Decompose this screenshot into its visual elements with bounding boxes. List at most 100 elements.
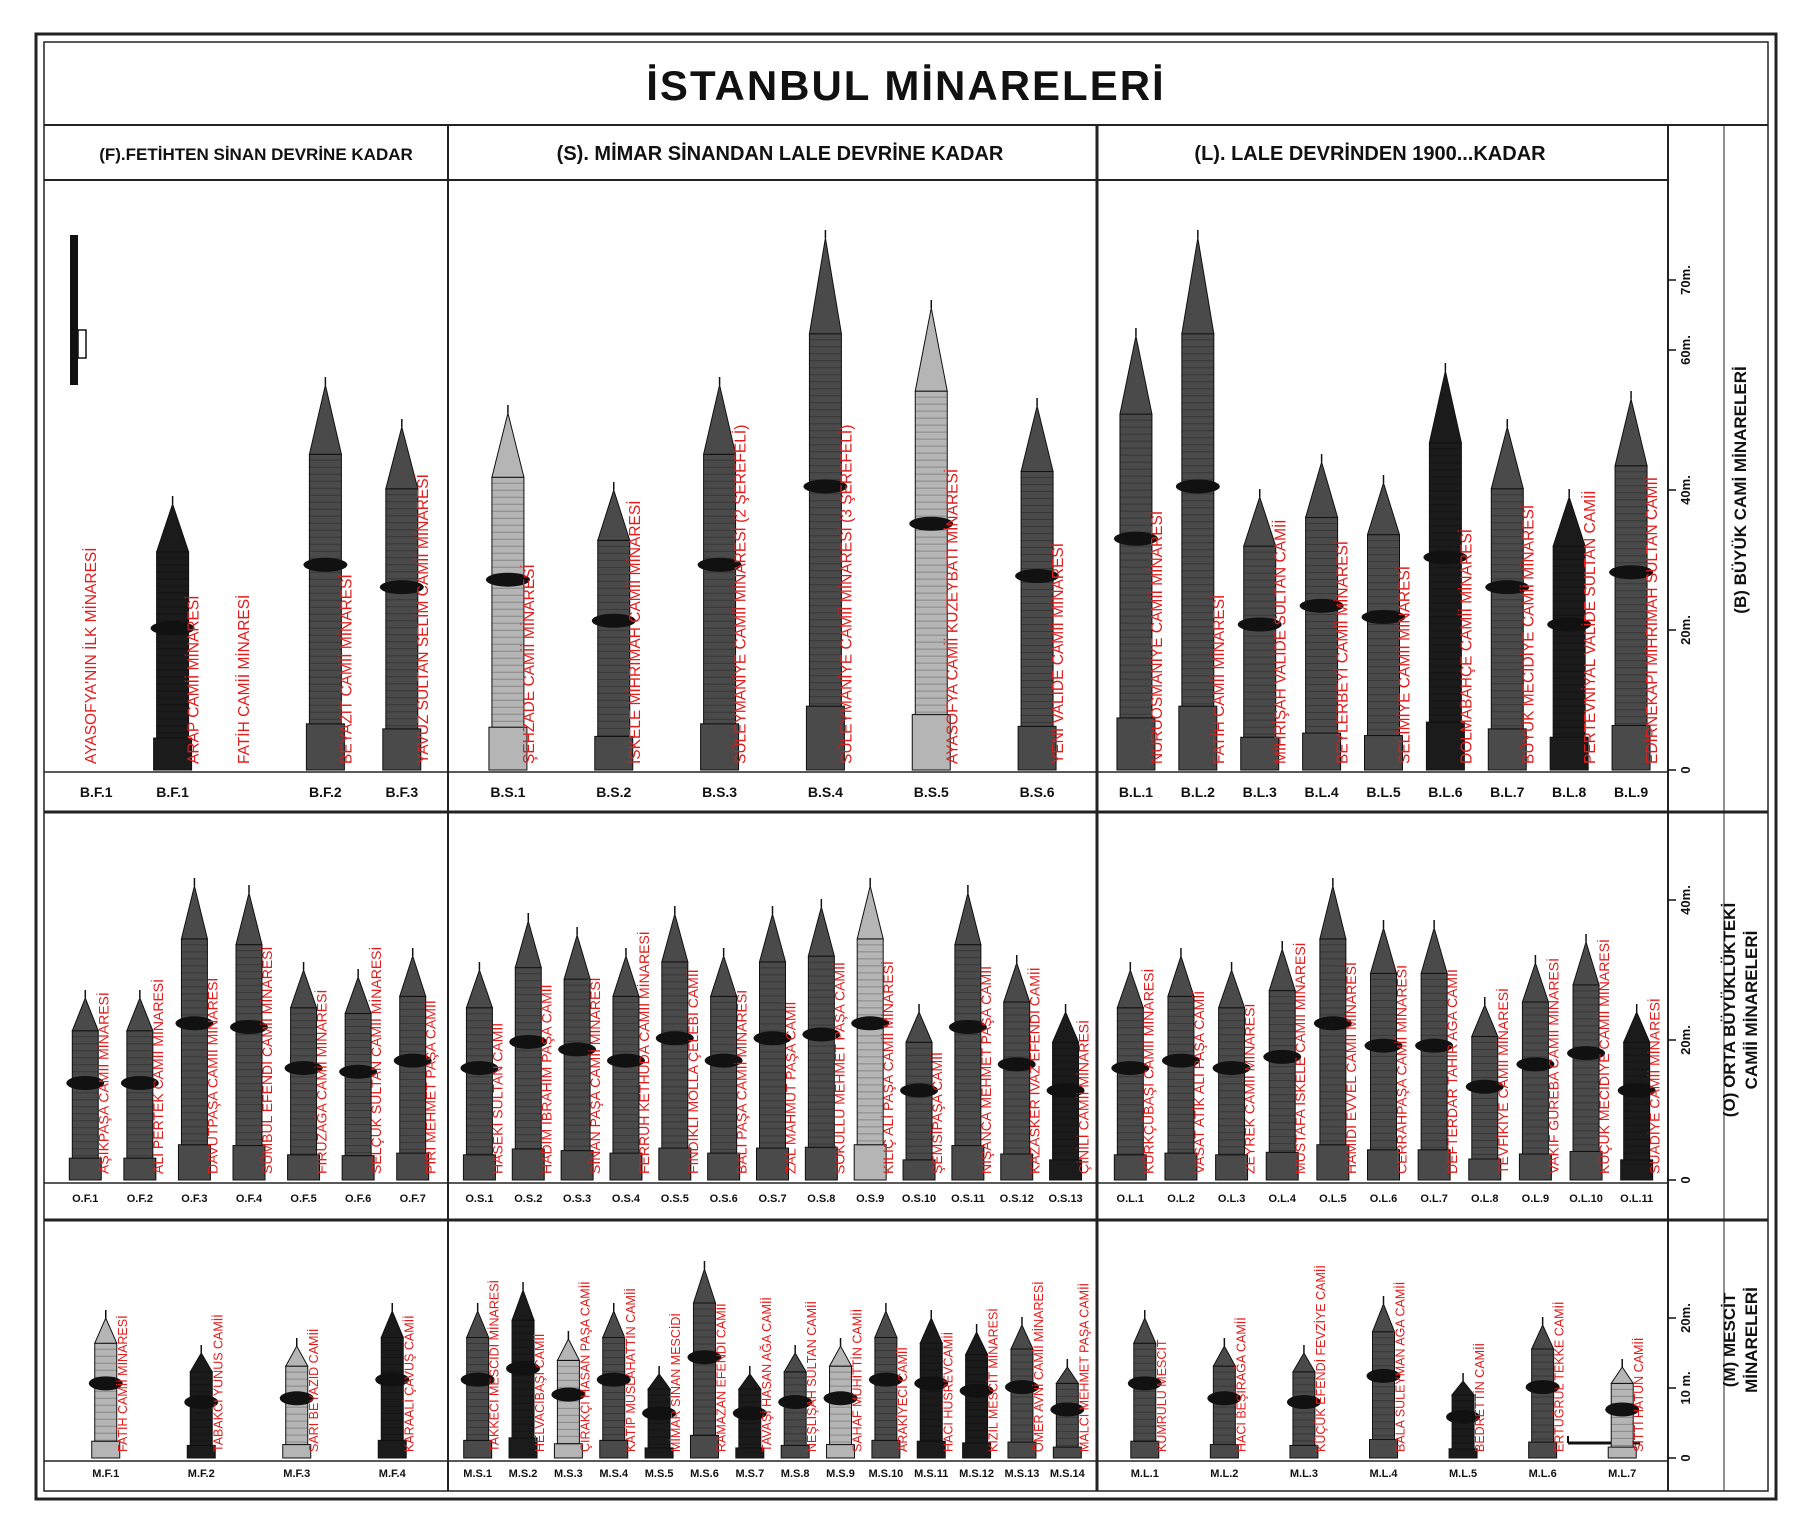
minaret-name: MUSTAFA İSKELE CAMİİ MİNARESİ (1291, 942, 1308, 1174)
minaret-code: B.L.4 (1304, 784, 1338, 800)
minaret-code: O.F.4 (236, 1193, 263, 1205)
minaret-shape (88, 1310, 123, 1459)
minaret-shape (606, 948, 645, 1181)
minaret-shape (778, 1345, 813, 1459)
minaret-shape (150, 496, 195, 771)
minaret-shape (1605, 1359, 1640, 1459)
minaret-name: HELVACIBAŞI CAMİİ (533, 1334, 547, 1452)
minaret-code: B.L.3 (1243, 784, 1277, 800)
page-title: İSTANBUL MİNARELERİ (646, 62, 1165, 109)
minaret-shape (1263, 941, 1302, 1181)
minaret-shape (1111, 962, 1150, 1181)
minaret-code: O.S.11 (951, 1193, 985, 1205)
minaret-code: M.F.1 (92, 1468, 119, 1480)
row-label: (B) BÜYÜK CAMİ MİNARELERİ (1731, 366, 1750, 613)
minaret-name: HASEKİ SULTAN CAMİİ (488, 1023, 505, 1174)
minaret-name: SUADİYE CAMİİ MİNARESİ (1646, 998, 1663, 1174)
minaret-name: AYASOFYA CAMİİ KUZEYBATI MİNARESİ (943, 469, 961, 764)
row-label: CAMİİ MİNARELERİ (1742, 931, 1761, 1090)
minaret-item: KARAALİ ÇAVUŞ CAMİİ M.F.4 (375, 1303, 416, 1480)
minaret-code: B.L.5 (1366, 784, 1400, 800)
minaret-code: O.L.4 (1268, 1193, 1296, 1205)
minaret-item: ÇIRAKÇI HASAN PAŞA CAMİİ M.S.3 (551, 1281, 592, 1480)
minaret-name: KATİP MUSLAHATTİN CAMİİ (624, 1288, 638, 1452)
minaret-shape (485, 405, 530, 771)
minaret-item: SÜLEYMANİYE CAMİİ MİNARESİ (2 ŞEREFELİ) B… (697, 377, 750, 800)
minaret-item: VAKIF GUREBA CAMİİ MİNARESİ O.L.9 (1516, 955, 1561, 1205)
minaret-item: DEFTERDAR TAHİR AĞA CAMİİ O.L.7 (1415, 920, 1460, 1205)
minaret-name: ZEYREK CAMİİ MİNARESİ (1241, 1004, 1258, 1174)
minaret-item: KÜRKÇÜBAŞI CAMİİ MİNARESİ O.L.1 (1111, 962, 1156, 1205)
row-label: (O) ORTA BÜYÜKLÜKTEKİ (1720, 903, 1739, 1117)
minaret-item: KILIÇ ALİ PAŞA CAMİİ MİNARESİ O.S.9 (851, 878, 896, 1205)
minaret-item: KUMRULU MESCİT M.L.1 (1127, 1310, 1169, 1480)
minaret-name: NEŞLİŞAH SULTAN CAMİİ (805, 1301, 819, 1452)
minaret-item: FATİH CAMİİ MİNARESİ (235, 595, 253, 764)
minaret-code: B.L.1 (1119, 784, 1153, 800)
period-header-s: (S). MİMAR SİNANDAN LALE DEVRİNE KADAR (557, 142, 1004, 165)
period-header-f: (F).FETİHTEN SİNAN DEVRİNE KADAR (99, 145, 413, 164)
minaret-item: CERRAHPAŞA CAMİİ MİNARESİ O.L.6 (1364, 920, 1410, 1205)
minaret-shape (1465, 997, 1504, 1181)
minaret-code: B.S.6 (1020, 784, 1055, 800)
minaret-shape (506, 1282, 541, 1459)
minaret-item: BALİ PAŞA CAMİİ MİNARESİ O.S.6 (704, 948, 750, 1205)
minaret-code: B.L.6 (1428, 784, 1462, 800)
minaret-name: KILIÇ ALİ PAŞA CAMİİ MİNARESİ (879, 961, 896, 1174)
minaret-name: ÇİNİLİ CAMİİ MİNARESİ (1075, 1020, 1092, 1174)
minaret-name: ŞEHZADE CAMİİ MİNARESİ (520, 564, 538, 764)
minaret-item: FERRUH KETHÜDA CAMİİ MİNARESİ O.S.4 (606, 931, 652, 1205)
minaret-code: B.L.2 (1181, 784, 1215, 800)
minaret-code: O.F.3 (181, 1193, 207, 1205)
minaret-shape (460, 1303, 495, 1459)
minaret-item: ZEYREK CAMİİ MİNARESİ O.L.3 (1212, 962, 1258, 1205)
minaret-name: ÇIRAKÇI HASAN PAŞA CAMİİ (578, 1281, 592, 1452)
minaret-name: SAHAF MUHİTTİN CAMİİ (851, 1309, 865, 1452)
minaret-code: O.L.11 (1620, 1193, 1653, 1205)
minaret-shape (900, 1004, 939, 1181)
minaret-code: O.L.6 (1370, 1193, 1398, 1205)
minaret-shape (1286, 1345, 1321, 1459)
minaret-code: M.S.12 (959, 1468, 994, 1480)
minaret-item: BEDRETTİN CAMİİ M.L.5 (1446, 1343, 1487, 1480)
minaret-item: HACI HÜSREVCAMİİ M.S.11 (914, 1310, 955, 1480)
minaret-code: O.S.8 (807, 1193, 835, 1205)
minaret-item: SARI BEYAZID CAMİİ M.F.3 (279, 1329, 321, 1480)
minaret-code: O.S.4 (612, 1193, 641, 1205)
minaret-shape (1212, 962, 1251, 1181)
minaret-shape (823, 1338, 858, 1459)
minaret-name: SELÇUK SULTAN CAMİİ MİNARESİ (367, 947, 384, 1174)
row-label: (M) MESCİT (1720, 1292, 1739, 1387)
scale-tick-label: 20m. (1678, 1303, 1693, 1333)
minaret-code: M.S.9 (826, 1468, 855, 1480)
minaret-code: M.S.2 (509, 1468, 538, 1480)
minaret-code: M.S.7 (735, 1468, 764, 1480)
minaret-item: HACI BEŞİRAĞA CAMİİ M.L.2 (1207, 1317, 1248, 1480)
minaret-item: KÜÇÜK EFENDİ FEVZİYE CAMİİ M.L.3 (1286, 1265, 1328, 1480)
scale-tick-label: 0 (1678, 1454, 1693, 1461)
minaret-shape (914, 1310, 949, 1459)
minaret-name: NURUOSMANİYE CAMİİ MİNARESİ (1148, 511, 1166, 764)
minaret-name: DOLMABAHÇE CAMİİ MİNARESİ (1457, 529, 1475, 764)
minaret-item: ŞEHZADE CAMİİ MİNARESİ B.S.1 (485, 405, 538, 800)
minaret-item: KIZIL MESCİT MİNARESİ M.S.12 (959, 1308, 1000, 1480)
minaret-item: MUSTAFA İSKELE CAMİİ MİNARESİ O.L.4 (1263, 941, 1308, 1205)
minaret-item: YENİ VALİDE CAMİİ MİNARESİ B.S.6 (1015, 398, 1067, 800)
minaret-item: YAVUZ SULTAN SELİM CAMİİ MİNARESİ B.F.3 (379, 419, 432, 800)
row-label: MİNARELERİ (1742, 1287, 1761, 1393)
minaret-name: AYASOFYA'NIN İLK MİNARESİ (82, 547, 100, 764)
minaret-code: O.S.6 (710, 1193, 738, 1205)
minaret-name: KÜÇÜK EFENDİ FEVZİYE CAMİİ (1314, 1265, 1328, 1452)
minaret-name: FİRUZAĞA CAMİİ MİNARESİ (313, 990, 330, 1174)
minaret-item: TAKKECİ MESCİDİ MİNARESİ M.S.1 (460, 1280, 502, 1480)
minaret-shape (948, 885, 987, 1181)
minaret-shape (802, 899, 841, 1181)
minaret-item: HASEKİ SULTAN CAMİİ O.S.1 (460, 962, 505, 1205)
minaret-name: ERTUĞRUL TEKKE CAMİİ (1552, 1302, 1567, 1453)
minaret-item: AŞIKPAŞA CAMİİ MİNARESİ O.F.1 (66, 990, 111, 1205)
minaret-item: BALA SÜLEYMAN AĞA CAMİİ M.L.4 (1366, 1282, 1408, 1480)
minaret-code: M.F.3 (283, 1468, 310, 1480)
minaret-name: İSKELE MİHRİMAH CAMİİ MİNARESİ (626, 500, 644, 764)
minaret-shape (997, 955, 1036, 1181)
